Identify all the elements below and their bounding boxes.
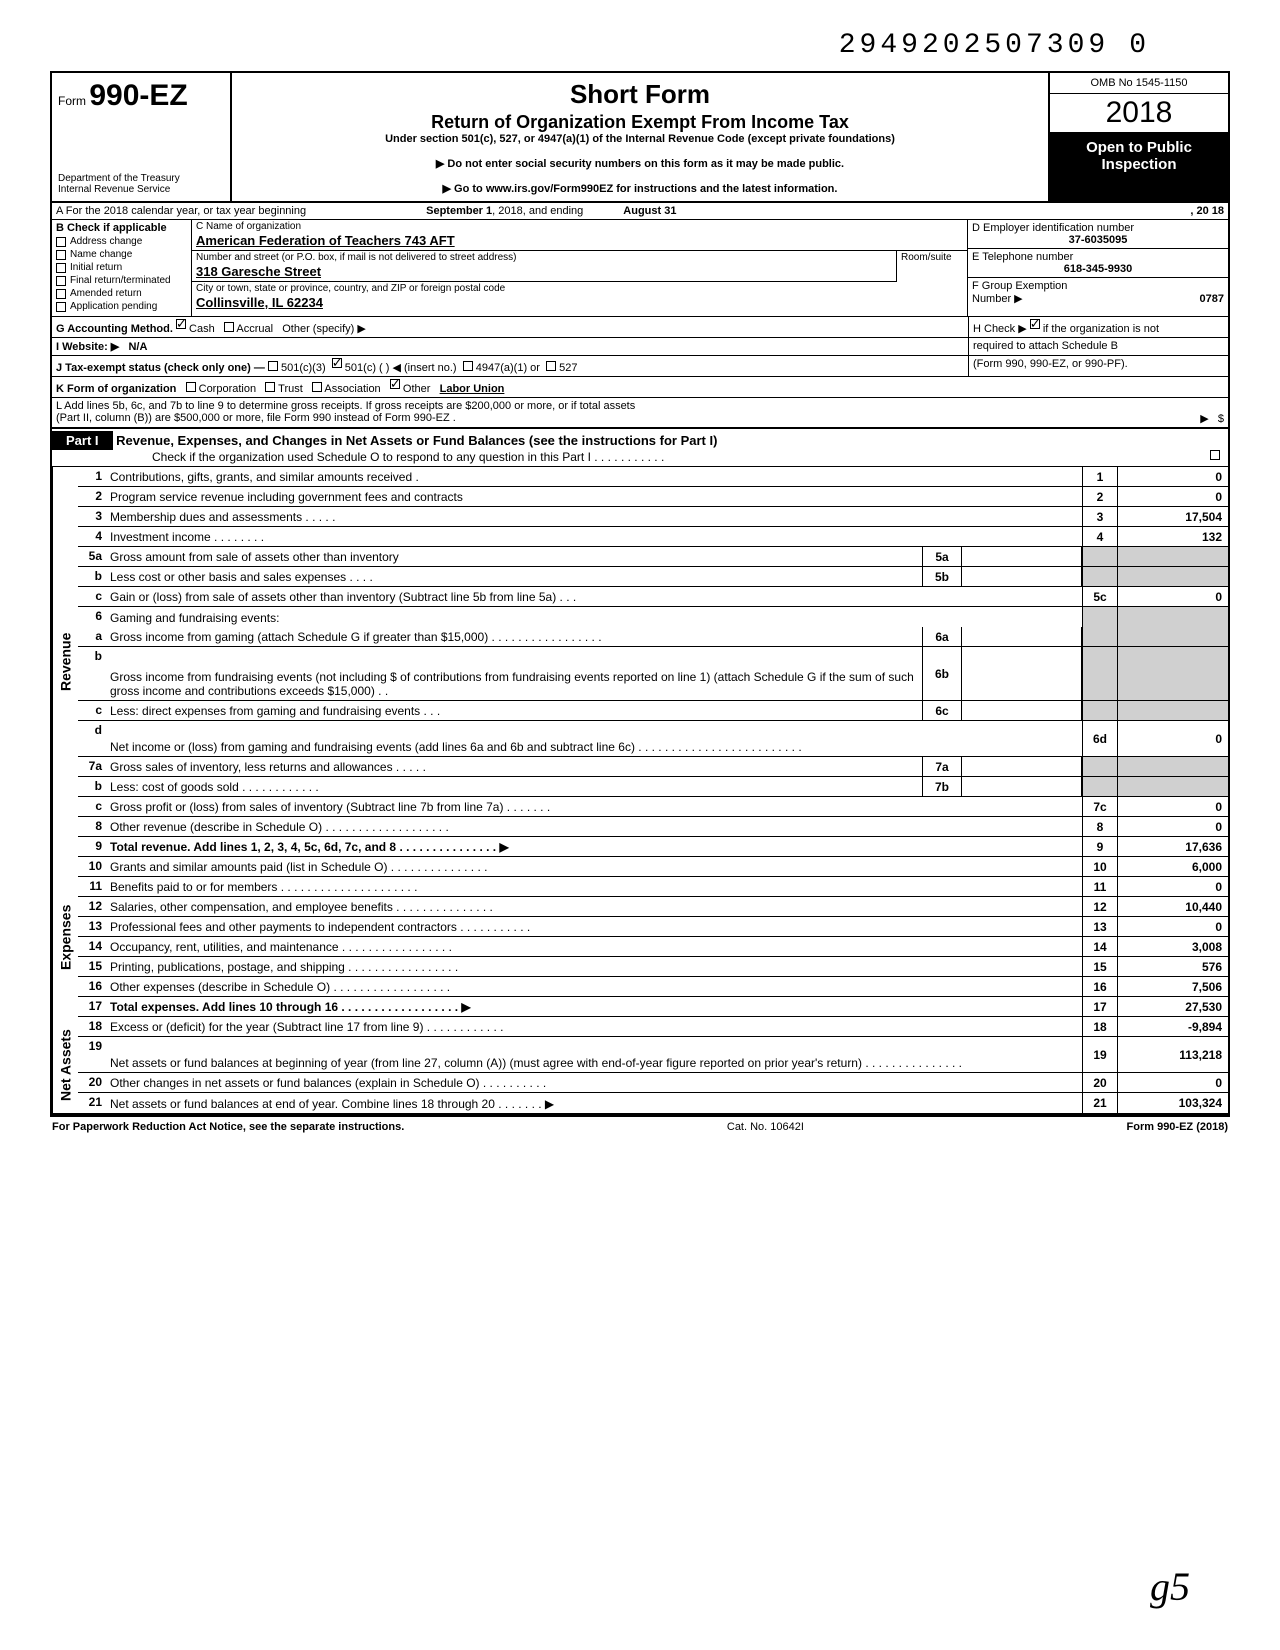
instruction-1: ▶ Do not enter social security numbers o…	[242, 157, 1038, 170]
val-21: 103,324	[1118, 1093, 1228, 1113]
cb-corporation[interactable]	[186, 382, 196, 392]
cb-trust[interactable]	[265, 382, 275, 392]
val-19: 113,218	[1118, 1037, 1228, 1072]
net-assets-section: Net Assets 18Excess or (deficit) for the…	[52, 1017, 1228, 1115]
val-2: 0	[1118, 487, 1228, 506]
val-14: 3,008	[1118, 937, 1228, 956]
form-number: Form 990-EZ	[58, 79, 224, 113]
page-footer: For Paperwork Reduction Act Notice, see …	[50, 1117, 1230, 1137]
telephone: 618-345-9930	[972, 263, 1224, 275]
revenue-section: Revenue 1Contributions, gifts, grants, a…	[52, 467, 1228, 857]
cb-cash[interactable]	[176, 319, 186, 329]
val-6d: 0	[1118, 721, 1228, 756]
val-1: 0	[1118, 467, 1228, 486]
cb-name-change[interactable]	[56, 250, 66, 260]
val-5c: 0	[1118, 587, 1228, 606]
part-i-header: Part I Revenue, Expenses, and Changes in…	[52, 429, 1228, 467]
cb-final-return[interactable]	[56, 276, 66, 286]
row-a-tax-year: A For the 2018 calendar year, or tax yea…	[52, 203, 1228, 220]
val-17: 27,530	[1118, 997, 1228, 1016]
form-title-1: Short Form	[242, 79, 1038, 110]
cb-527[interactable]	[546, 361, 556, 371]
open-to-public: Open to PublicInspection	[1050, 133, 1228, 201]
cb-schedule-o[interactable]	[1210, 450, 1220, 460]
val-7c: 0	[1118, 797, 1228, 816]
val-10: 6,000	[1118, 857, 1228, 876]
val-18: -9,894	[1118, 1017, 1228, 1036]
dept-treasury: Department of the Treasury Internal Reve…	[58, 173, 224, 195]
val-4: 132	[1118, 527, 1228, 546]
org-street: 318 Garesche Street	[192, 264, 896, 282]
val-16: 7,506	[1118, 977, 1228, 996]
expenses-section: Expenses 10Grants and similar amounts pa…	[52, 857, 1228, 1017]
form-990ez: Form 990-EZ Department of the Treasury I…	[50, 71, 1230, 1117]
val-11: 0	[1118, 877, 1228, 896]
row-i-website: I Website: ▶ N/A required to attach Sche…	[52, 338, 1228, 356]
cb-501c[interactable]	[332, 358, 342, 368]
omb-number: OMB No 1545-1150	[1050, 73, 1228, 94]
val-20: 0	[1118, 1073, 1228, 1092]
val-8: 0	[1118, 817, 1228, 836]
cb-application-pending[interactable]	[56, 302, 66, 312]
section-c-org-info: C Name of organization American Federati…	[192, 220, 968, 316]
val-9: 17,636	[1118, 837, 1228, 856]
org-city: Collinsville, IL 62234	[192, 295, 967, 312]
cb-4947[interactable]	[463, 361, 473, 371]
section-de: D Employer identification number 37-6035…	[968, 220, 1228, 316]
cb-other-org[interactable]	[390, 379, 400, 389]
val-13: 0	[1118, 917, 1228, 936]
val-15: 576	[1118, 957, 1228, 976]
form-subtitle: Under section 501(c), 527, or 4947(a)(1)…	[242, 133, 1038, 145]
tax-year: 2018	[1050, 94, 1228, 133]
cb-accrual[interactable]	[224, 322, 234, 332]
group-exemption: 0787	[1200, 293, 1224, 305]
section-bcde: B Check if applicable Address change Nam…	[52, 220, 1228, 317]
row-l-gross-receipts: L Add lines 5b, 6c, and 7b to line 9 to …	[52, 398, 1228, 429]
cb-501c3[interactable]	[268, 361, 278, 371]
cb-address-change[interactable]	[56, 237, 66, 247]
ein: 37-6035095	[972, 234, 1224, 246]
cb-initial-return[interactable]	[56, 263, 66, 273]
val-12: 10,440	[1118, 897, 1228, 916]
cb-schedule-b[interactable]	[1030, 319, 1040, 329]
handwritten-initials: g5	[1150, 1563, 1190, 1610]
form-title-2: Return of Organization Exempt From Incom…	[242, 112, 1038, 133]
scan-id: 29492025073090	[50, 30, 1230, 61]
row-g-accounting: G Accounting Method. Cash Accrual Other …	[52, 317, 1228, 338]
row-k-form-org: K Form of organization Corporation Trust…	[52, 377, 1228, 398]
row-j-tax-exempt: J Tax-exempt status (check only one) — 5…	[52, 356, 1228, 377]
form-header: Form 990-EZ Department of the Treasury I…	[52, 73, 1228, 203]
org-name: American Federation of Teachers 743 AFT	[192, 233, 967, 251]
val-3: 17,504	[1118, 507, 1228, 526]
section-b-checkboxes: B Check if applicable Address change Nam…	[52, 220, 192, 316]
instruction-2: ▶ Go to www.irs.gov/Form990EZ for instru…	[242, 182, 1038, 195]
cb-amended-return[interactable]	[56, 289, 66, 299]
cb-association[interactable]	[312, 382, 322, 392]
